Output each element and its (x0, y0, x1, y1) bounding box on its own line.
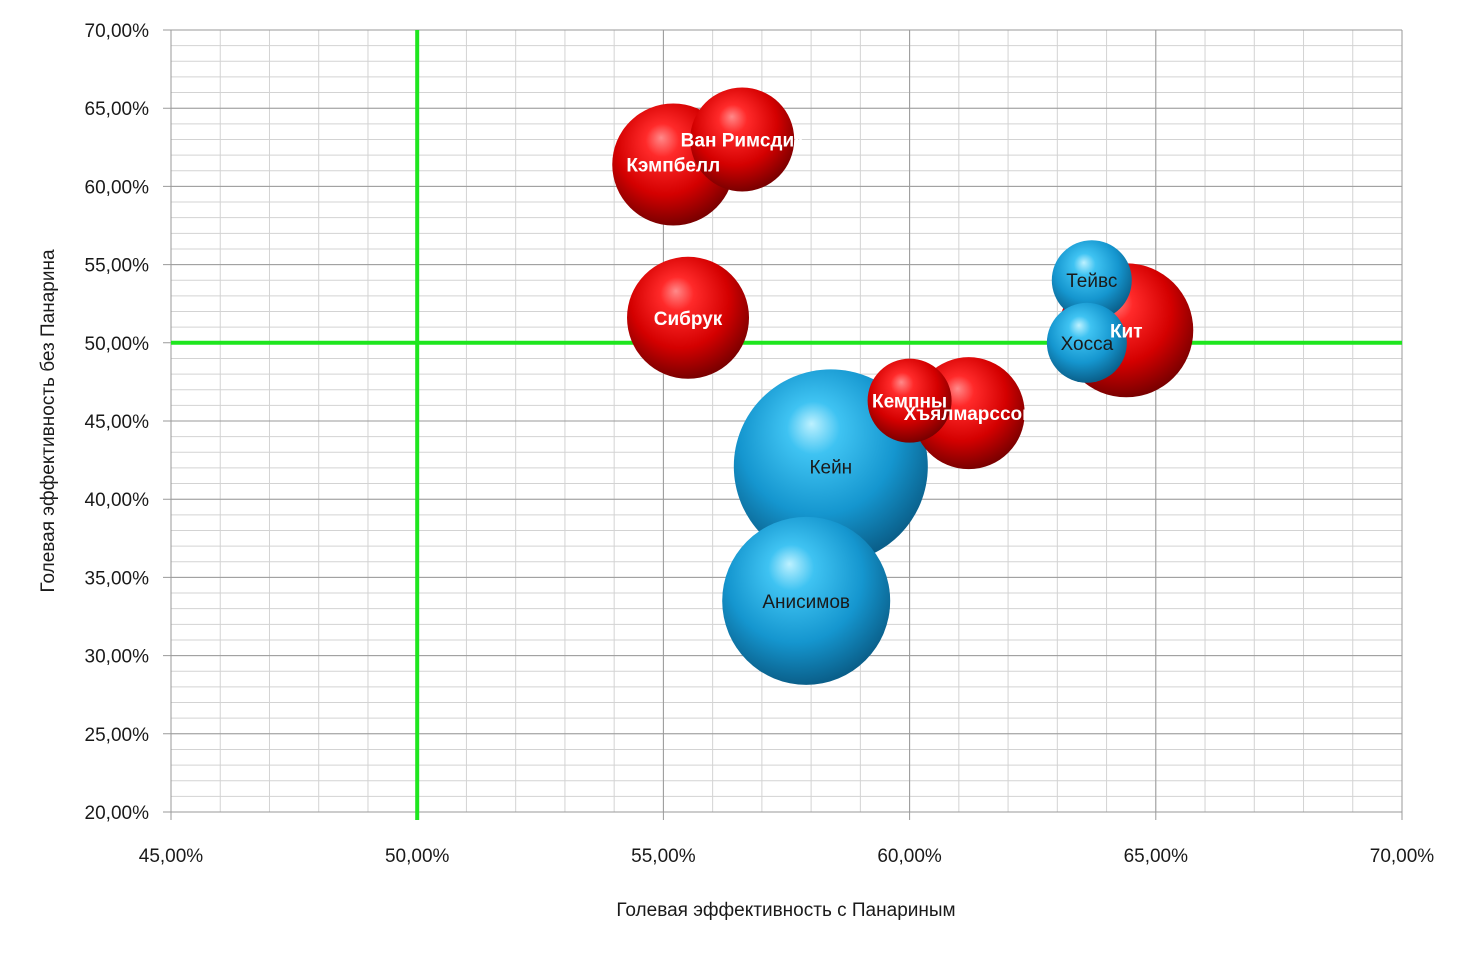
bubble-label-2: Сибрук (654, 309, 723, 330)
bubble-7 (1046, 302, 1127, 383)
x-tick-label: 65,00% (1124, 846, 1189, 867)
y-tick-label: 50,00% (85, 334, 150, 355)
y-axis-title: Голевая эффективность без Панарина (38, 249, 59, 593)
bubble-label-0: Кэмпбелл (626, 156, 720, 177)
bubble-label-5: Кемпны (872, 392, 947, 413)
y-tick-label: 35,00% (85, 568, 150, 589)
bubble-label-9: Анисимов (762, 592, 850, 613)
x-tick-label: 50,00% (385, 846, 450, 867)
x-tick-label: 45,00% (139, 846, 204, 867)
bubble-2 (627, 256, 750, 379)
bubble-6 (1051, 240, 1132, 321)
bubble-label-6: Тейвс (1066, 271, 1117, 292)
y-tick-label: 30,00% (85, 647, 150, 668)
y-tick-label: 55,00% (85, 256, 150, 277)
y-tick-label: 60,00% (85, 177, 150, 198)
y-tick-label: 45,00% (85, 412, 150, 433)
x-tick-label: 70,00% (1370, 846, 1435, 867)
y-tick-label: 70,00% (85, 21, 150, 42)
reference-lines (171, 30, 1402, 820)
y-tick-labels: 20,00% 25,00% 30,00% 35,00% 40,00% 45,00% 50,0… (85, 21, 150, 824)
bubble-5 (867, 358, 952, 443)
bubble-label-7: Хосса (1061, 334, 1114, 355)
bubble-label-3: Кит (1110, 321, 1143, 342)
y-tick-label: 40,00% (85, 490, 150, 511)
bubbles: Кейн Анисимов Кит Кэмпбелл Сибрук Хъялмарссон… (612, 87, 1194, 685)
x-tick-label: 60,00% (877, 846, 942, 867)
bubble-9 (722, 516, 891, 685)
bubble-label-4: Хъялмарссон (904, 404, 1034, 425)
y-tick-label: 65,00% (85, 99, 150, 120)
bubble-label-1: Ван Римсдик (681, 130, 805, 151)
x-axis-title: Голевая эффективность с Панариным (616, 900, 955, 921)
x-tick-label: 55,00% (631, 846, 696, 867)
bubble-1 (690, 87, 795, 192)
y-tick-label: 25,00% (85, 725, 150, 746)
x-tick-labels: 45,00% 50,00% 55,00% 60,00% 65,00% 70,00% (139, 846, 1435, 867)
y-tick-label: 20,00% (85, 803, 150, 824)
bubble-label-8: Кейн (809, 457, 852, 478)
